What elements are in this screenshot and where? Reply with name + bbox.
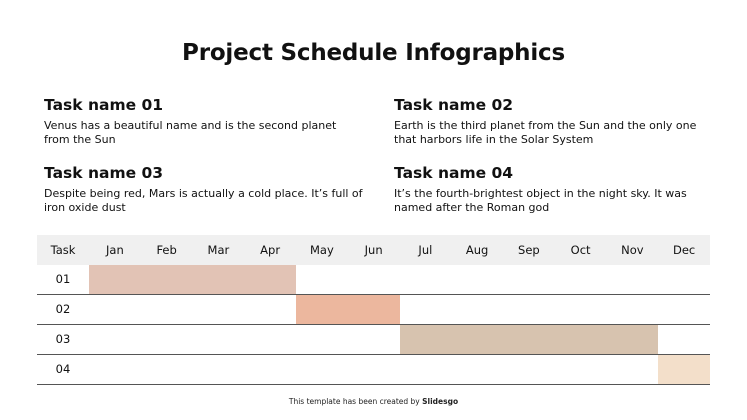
task-name: Task name 04 [394,164,514,182]
gantt-header: Task Jan Feb Mar Apr May Jun Jul Aug Sep… [37,235,710,265]
gantt-row: 02 [37,295,710,325]
month-label: Jul [418,243,433,257]
month-label: May [309,243,334,257]
task-description: Earth is the third planet from the Sun a… [394,119,697,146]
gantt-row-label: 02 [55,302,71,316]
page-title: Project Schedule Infographics [182,40,565,66]
gantt-row-label: 03 [55,332,71,346]
task-info-03: Task name 03 Despite being red, Mars is … [44,164,364,215]
gantt-header-task: Task [50,243,76,257]
gantt-row-label: 01 [55,272,71,286]
gantt-row-label: 04 [55,362,71,376]
task-name: Task name 01 [44,96,164,114]
gantt-bar [658,355,710,384]
gantt-row: 01 [37,265,710,295]
footer-credit: This template has been created by Slides… [0,397,747,406]
gantt-bar [89,265,296,294]
month-label: Mar [207,243,230,257]
month-label: Sep [518,243,540,257]
task-info-02: Task name 02 Earth is the third planet f… [394,96,714,147]
gantt-row: 04 [37,355,710,385]
month-label: Jun [364,243,383,257]
task-description: Venus has a beautiful name and is the se… [44,119,337,146]
month-label: Apr [260,243,281,257]
month-label: Nov [621,243,644,257]
task-name: Task name 03 [44,164,164,182]
gantt-row: 03 [37,325,710,355]
footer-brand[interactable]: Slidesgo [422,397,459,406]
gantt-bar [399,325,659,354]
footer-text: This template has been created by [288,397,423,406]
month-label: Jan [106,243,124,257]
task-info-01: Task name 01 Venus has a beautiful name … [44,96,364,147]
task-name: Task name 02 [394,96,514,114]
task-info-04: Task name 04 It’s the fourth-brightest o… [394,164,714,215]
month-label: Oct [570,243,591,257]
month-label: Dec [672,243,696,257]
task-description: It’s the fourth-brightest object in the … [394,187,687,214]
gantt-chart: Task Jan Feb Mar Apr May Jun Jul Aug Sep… [37,235,710,385]
month-label: Feb [156,243,177,257]
gantt-bar [296,295,400,324]
month-label: Aug [465,243,489,257]
task-description: Despite being red, Mars is actually a co… [44,187,363,214]
